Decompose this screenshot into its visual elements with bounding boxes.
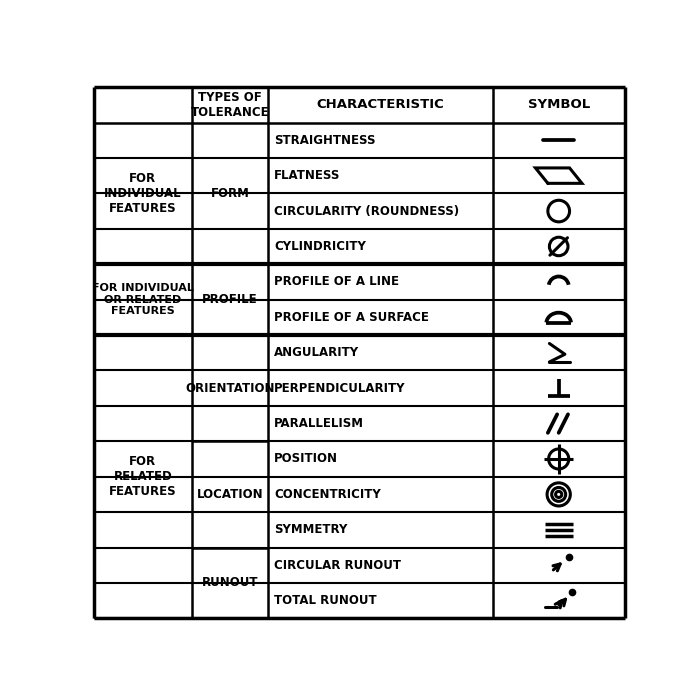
Text: PARALLELISM: PARALLELISM bbox=[274, 417, 364, 430]
Text: POSITION: POSITION bbox=[274, 452, 338, 466]
Text: SYMBOL: SYMBOL bbox=[528, 98, 590, 111]
Text: CYLINDRICITY: CYLINDRICITY bbox=[274, 240, 366, 253]
Text: TOTAL RUNOUT: TOTAL RUNOUT bbox=[274, 594, 377, 607]
Text: FOR
INDIVIDUAL
FEATURES: FOR INDIVIDUAL FEATURES bbox=[104, 172, 182, 215]
Text: STRAIGHTNESS: STRAIGHTNESS bbox=[274, 134, 376, 147]
Text: FOR INDIVIDUAL
OR RELATED
FEATURES: FOR INDIVIDUAL OR RELATED FEATURES bbox=[92, 283, 194, 316]
Text: FLATNESS: FLATNESS bbox=[274, 169, 341, 182]
Text: CHARACTERISTIC: CHARACTERISTIC bbox=[316, 98, 444, 111]
Text: CONCENTRICITY: CONCENTRICITY bbox=[274, 488, 381, 501]
Text: FOR
RELATED
FEATURES: FOR RELATED FEATURES bbox=[109, 455, 176, 498]
Text: PROFILE OF A SURFACE: PROFILE OF A SURFACE bbox=[274, 311, 429, 324]
Text: PERPENDICULARITY: PERPENDICULARITY bbox=[274, 382, 406, 395]
Text: PROFILE OF A LINE: PROFILE OF A LINE bbox=[274, 275, 399, 288]
Text: RUNOUT: RUNOUT bbox=[202, 577, 258, 589]
Text: CIRCULAR RUNOUT: CIRCULAR RUNOUT bbox=[274, 559, 401, 572]
Text: PROFILE: PROFILE bbox=[202, 293, 258, 306]
Text: CIRCULARITY (ROUNDNESS): CIRCULARITY (ROUNDNESS) bbox=[274, 204, 459, 218]
Text: SYMMETRY: SYMMETRY bbox=[274, 524, 348, 536]
Text: FORM: FORM bbox=[211, 187, 249, 199]
Text: ORIENTATION: ORIENTATION bbox=[186, 382, 275, 395]
Text: TYPES OF
TOLERANCE: TYPES OF TOLERANCE bbox=[191, 91, 270, 119]
Text: ANGULARITY: ANGULARITY bbox=[274, 346, 359, 359]
Text: LOCATION: LOCATION bbox=[197, 488, 263, 501]
